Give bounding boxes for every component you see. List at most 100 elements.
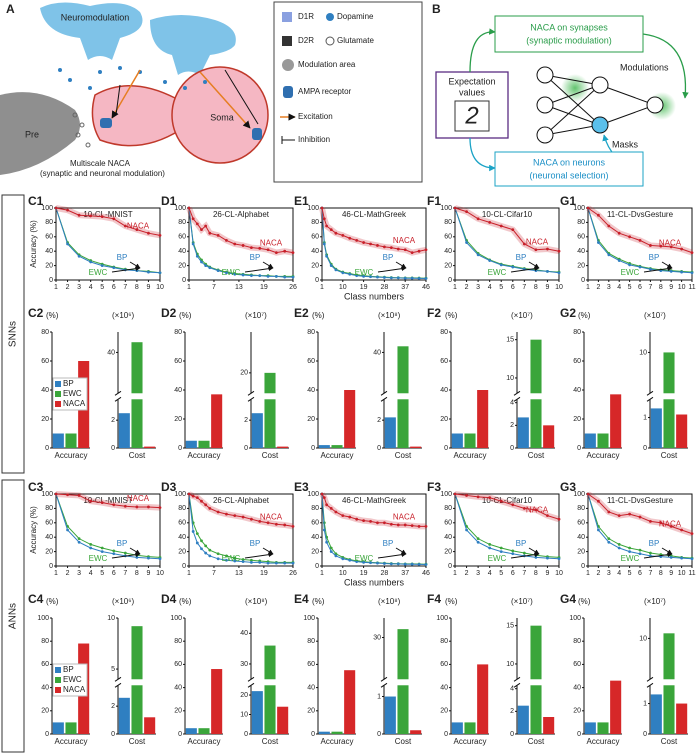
series-line (188, 493, 294, 527)
y-tick-label: 20 (573, 708, 581, 715)
digit-box (454, 100, 490, 132)
point (216, 557, 220, 561)
y-tick-label: 0 (643, 445, 647, 452)
label: NACA on synapses (530, 22, 608, 32)
y-tick-label: 60 (45, 234, 53, 241)
point (135, 555, 139, 559)
point (476, 253, 480, 257)
point (147, 505, 150, 509)
point (325, 254, 329, 258)
y-tick-label: 0 (244, 445, 248, 452)
point (690, 532, 694, 535)
x-tick-label: 6 (511, 284, 515, 291)
y-tick-label: 40 (174, 684, 182, 691)
bar (650, 694, 662, 734)
bar (198, 440, 210, 448)
point (369, 561, 372, 565)
point (638, 548, 642, 552)
y-tick-label: 80 (440, 329, 448, 336)
pointer-arrow (111, 552, 141, 559)
x-tick-label: 7 (123, 284, 127, 291)
point (191, 217, 195, 221)
pointer-arrow (262, 547, 274, 555)
x-tick-label: 10 (555, 284, 563, 291)
unit-label: (%) (179, 597, 192, 606)
point (389, 246, 393, 250)
x-axis-label: Cost (528, 451, 545, 460)
series-label: EWC (621, 554, 640, 563)
point (348, 515, 352, 519)
series-label: BP (383, 253, 394, 262)
bar (344, 390, 356, 448)
x-tick-label: 4 (89, 570, 93, 577)
point (607, 253, 611, 257)
y-tick-label: 60 (178, 234, 186, 241)
point (410, 524, 414, 528)
y-tick-label: 10 (639, 635, 647, 642)
point (204, 264, 208, 267)
x-tick-label: 46 (422, 570, 430, 577)
series-line (188, 493, 293, 563)
legend-text: BP (63, 379, 74, 388)
x-tick-label: 4 (488, 570, 492, 577)
legend-text: Glutamate (337, 36, 374, 45)
bar (410, 446, 422, 448)
x-tick-label: 3 (476, 570, 480, 577)
point (334, 268, 338, 272)
chart-title: 10-CL-Cifar10 (482, 496, 533, 505)
bar (318, 731, 330, 734)
axis-break (247, 682, 255, 688)
x-tick-label: 1 (586, 570, 590, 577)
pointer-arrow (661, 261, 673, 269)
label: Expectation (448, 76, 495, 86)
unit-label: (×10⁸) (378, 311, 401, 320)
point (376, 561, 379, 565)
bar (530, 399, 542, 448)
y-tick-label: 40 (107, 349, 115, 356)
x-tick-label: 10 (339, 284, 347, 291)
legend-text: Dopamine (337, 12, 374, 21)
chart-title: 10-CL-Cifar10 (482, 210, 533, 219)
x-tick-label: 19 (360, 570, 368, 577)
point (241, 515, 245, 519)
point (476, 217, 480, 221)
point (200, 547, 203, 551)
label: Masks (612, 139, 639, 149)
point (89, 543, 93, 546)
x-tick-label: 8 (534, 284, 538, 291)
icon (282, 36, 292, 46)
point (488, 546, 492, 550)
point (112, 217, 116, 221)
point (376, 521, 379, 525)
point (476, 537, 480, 541)
point (499, 263, 503, 267)
y-tick-label: 40 (178, 534, 186, 541)
point (628, 263, 631, 267)
x-tick-label: 1 (453, 570, 457, 577)
y-tick-label: 80 (45, 219, 53, 226)
point (258, 246, 262, 250)
row-box (1, 479, 25, 753)
series-line (454, 493, 560, 520)
x-tick-label: 28 (381, 570, 389, 577)
point (250, 517, 253, 521)
y-tick-label: 20 (174, 416, 182, 423)
point (403, 523, 407, 527)
y-tick-label: 60 (573, 661, 581, 668)
icon (281, 136, 295, 144)
bar (517, 417, 529, 448)
point (283, 523, 287, 527)
unit-label: (%) (312, 597, 325, 606)
legend-swatch (55, 677, 61, 683)
series-label: BP (250, 253, 261, 262)
y-tick-label: 1 (377, 693, 381, 700)
y-tick-label: 0 (315, 277, 319, 284)
y-tick-label: 100 (307, 205, 319, 212)
unit-label: (×10⁷) (644, 311, 666, 320)
point (208, 507, 212, 510)
y-tick-label: 20 (577, 548, 585, 555)
y-tick-label: 20 (440, 416, 448, 423)
series-label: BP (250, 539, 261, 548)
series-label: EWC (488, 268, 507, 277)
presynaptic-terminal (150, 15, 236, 75)
